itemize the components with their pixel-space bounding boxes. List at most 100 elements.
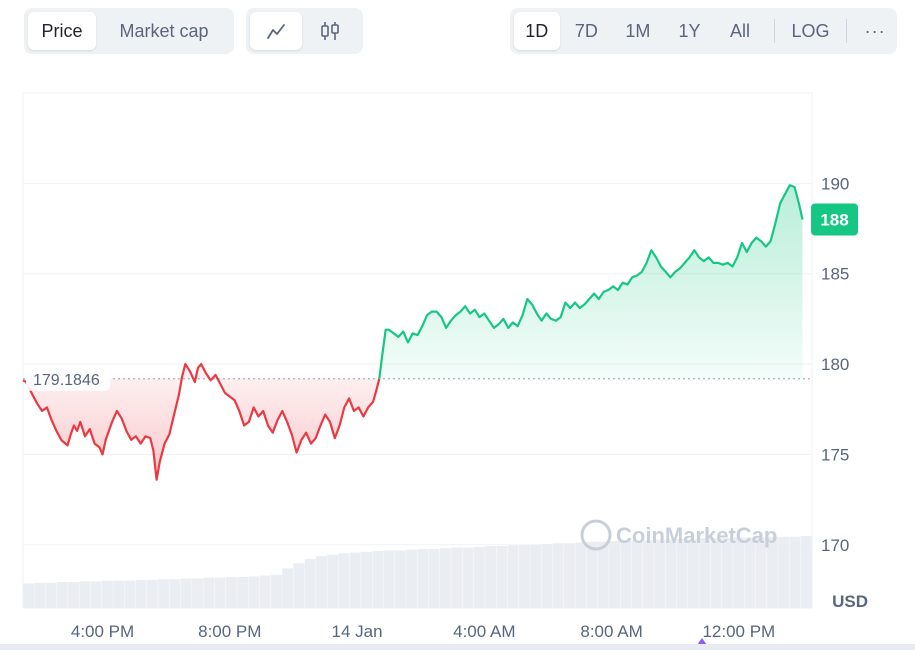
tab-market-cap[interactable]: Market cap <box>119 20 209 41</box>
volume-bar <box>214 577 226 608</box>
x-tick-label: 4:00 AM <box>453 622 515 641</box>
volume-bar <box>158 579 170 608</box>
range-1y[interactable]: 1Y <box>678 20 701 41</box>
volume-bar <box>406 549 418 608</box>
watermark: CoinMarketCap <box>580 519 777 551</box>
watermark-text: CoinMarketCap <box>616 523 777 548</box>
volume-bar <box>34 582 46 608</box>
volume-bar <box>68 582 79 608</box>
range-1m[interactable]: 1M <box>625 20 651 41</box>
volume-bar <box>721 538 733 608</box>
volume-bar <box>304 559 316 608</box>
log-scale-button[interactable]: LOG <box>791 20 830 41</box>
current-price-text: 188 <box>820 210 848 229</box>
x-tick-label: 14 Jan <box>332 622 383 641</box>
divider <box>773 19 775 43</box>
volume-bar <box>428 548 440 608</box>
x-tick-label: 8:00 PM <box>198 622 261 641</box>
volume-bar <box>496 546 508 608</box>
candlestick-button[interactable] <box>304 12 356 50</box>
reference-price-text: 179.1846 <box>33 372 100 389</box>
candlestick-icon <box>319 20 341 42</box>
volume-bar <box>45 582 57 608</box>
volume-bar <box>530 544 542 608</box>
volume-bar <box>676 538 688 608</box>
volume-bar <box>564 543 575 608</box>
volume-bar <box>394 550 406 608</box>
volume-bar <box>338 553 350 608</box>
volume-bar <box>642 540 654 608</box>
volume-bar <box>654 539 666 608</box>
volume-bar <box>316 556 327 608</box>
line-chart-button[interactable] <box>250 12 302 50</box>
reference-price-label-bg <box>26 364 110 391</box>
volume-bar <box>361 551 373 608</box>
x-tick-label: 8:00 AM <box>580 622 642 641</box>
volume-bar <box>631 540 643 608</box>
volume-bar <box>101 580 113 608</box>
reference-price-label: 179.1846 <box>26 364 110 391</box>
y-tick-label: 190 <box>821 174 849 193</box>
volume-bar <box>665 539 677 608</box>
volume-bar <box>23 583 34 608</box>
volume-bar <box>90 581 102 608</box>
volume-bar <box>744 537 756 608</box>
chart-style-toggle <box>246 8 363 54</box>
volume-bar <box>56 582 68 608</box>
volume-bar <box>440 548 451 608</box>
volume-bar <box>180 578 192 608</box>
range-all[interactable]: All <box>730 20 751 41</box>
volume-bar <box>485 546 496 608</box>
line-chart-icon <box>266 21 286 41</box>
volume-bar <box>282 568 294 608</box>
volume-bar <box>755 537 767 608</box>
x-tick-label: 12:00 PM <box>702 622 775 641</box>
volume-bars <box>23 536 812 608</box>
current-price-badge-bg <box>811 203 858 236</box>
y-tick-label: 175 <box>821 445 849 464</box>
event-marker-icon[interactable] <box>697 638 707 645</box>
volume-bar <box>609 541 620 608</box>
volume-bar <box>124 580 136 608</box>
volume-bar <box>800 536 812 608</box>
currency-label: USD <box>832 592 868 611</box>
chart-type-toggle: Price Market cap <box>24 8 234 54</box>
volume-bar <box>473 546 485 608</box>
price-area-above-reference <box>379 185 803 379</box>
price-line-below-reference <box>22 363 381 481</box>
volume-bar <box>203 577 215 608</box>
volume-bar <box>146 579 158 608</box>
divider <box>846 19 848 43</box>
volume-bar <box>462 547 474 608</box>
volume-bar <box>789 536 801 608</box>
volume-bar <box>597 541 609 608</box>
price-area-below-reference <box>23 364 380 480</box>
coinmarketcap-logo-icon <box>580 519 612 551</box>
bottom-scroll-track <box>0 644 915 650</box>
y-tick-label: 170 <box>821 536 849 555</box>
more-options-button[interactable]: ··· <box>864 20 886 41</box>
y-axis: 170 175 180 185 190 <box>821 174 849 554</box>
volume-bar <box>372 551 384 608</box>
range-1d[interactable]: 1D <box>514 12 560 50</box>
volume-bar <box>383 550 395 608</box>
volume-bar <box>699 538 711 608</box>
x-axis: 4:00 PM 8:00 PM 14 Jan 4:00 AM 8:00 AM 12:00 … <box>71 622 775 641</box>
x-tick-label: 4:00 PM <box>71 622 134 641</box>
volume-bar <box>541 543 553 608</box>
volume-bar <box>349 552 361 608</box>
volume-bar <box>225 577 237 608</box>
volume-bar <box>710 538 722 608</box>
tab-price[interactable]: Price <box>28 12 96 50</box>
volume-bar <box>586 541 598 608</box>
volume-bar <box>270 574 282 608</box>
price-line-above-reference <box>378 184 804 380</box>
volume-bar <box>778 536 790 608</box>
y-tick-label: 185 <box>821 265 849 284</box>
range-7d[interactable]: 7D <box>574 20 598 41</box>
volume-bar <box>259 575 271 608</box>
current-price-badge: 188 <box>811 203 858 236</box>
volume-bar <box>293 563 305 608</box>
volume-bar <box>766 536 778 608</box>
